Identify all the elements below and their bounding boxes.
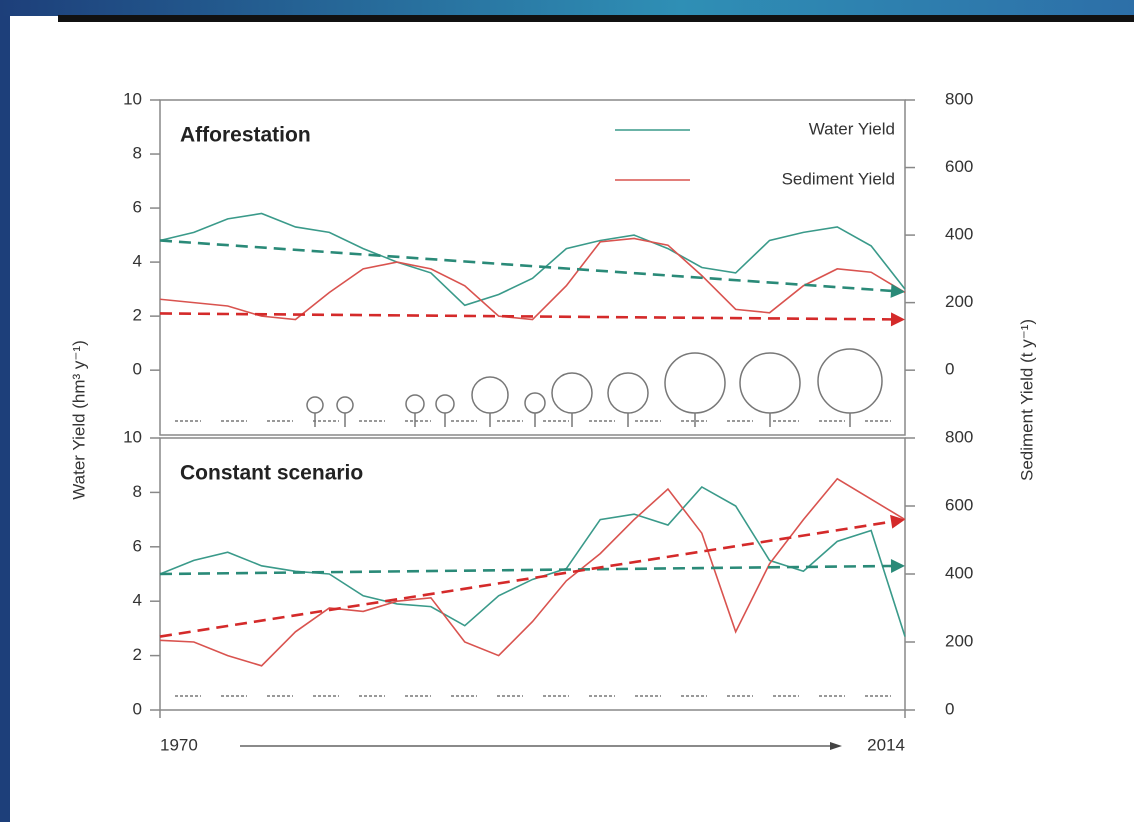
trend-arrowhead bbox=[890, 312, 905, 327]
y-tick-label: 8 bbox=[133, 482, 142, 501]
y2-tick-label: 200 bbox=[945, 631, 973, 650]
time-arrow-head bbox=[830, 742, 842, 750]
legend-label: Water Yield bbox=[809, 119, 895, 138]
trend-line bbox=[159, 564, 896, 576]
y2-tick-label: 400 bbox=[945, 563, 973, 582]
y-tick-label: 6 bbox=[133, 536, 142, 555]
trend-arrowhead bbox=[890, 283, 905, 298]
y2-tick-label: 200 bbox=[945, 292, 973, 311]
data-line bbox=[159, 477, 906, 667]
trend-arrowhead bbox=[890, 514, 905, 529]
y2-tick-label: 400 bbox=[945, 225, 973, 244]
y-tick-label: 6 bbox=[133, 198, 142, 217]
tree-decor bbox=[739, 352, 801, 414]
slide-border bbox=[0, 0, 10, 822]
y2-tick-label: 0 bbox=[945, 360, 954, 379]
y-tick-label: 2 bbox=[133, 645, 142, 664]
tree-decor bbox=[817, 348, 883, 414]
y2-tick-label: 600 bbox=[945, 157, 973, 176]
y-tick-label: 4 bbox=[133, 252, 142, 271]
data-line bbox=[159, 237, 906, 321]
tree-decor bbox=[471, 376, 509, 414]
header-rule bbox=[58, 15, 1134, 22]
tree-decor bbox=[607, 372, 649, 414]
trend-line bbox=[159, 519, 896, 638]
trend-line bbox=[159, 239, 896, 293]
plot-frame bbox=[159, 99, 906, 436]
y-tick-label: 2 bbox=[133, 306, 142, 325]
panel-annotation: Afforestation bbox=[180, 124, 311, 147]
y2-tick-label: 800 bbox=[945, 89, 973, 108]
tree-decor bbox=[524, 392, 546, 414]
legend-label: Sediment Yield bbox=[782, 169, 895, 188]
trend-line bbox=[159, 312, 896, 321]
tree-decor bbox=[551, 372, 593, 414]
tree-decor bbox=[336, 396, 354, 414]
tree-decor bbox=[405, 394, 425, 414]
y2-axis-label: Sediment Yield (t y⁻¹) bbox=[1017, 319, 1036, 481]
y2-tick-label: 800 bbox=[945, 427, 973, 446]
y-tick-label: 0 bbox=[133, 360, 142, 379]
trend-arrowhead bbox=[890, 558, 905, 573]
y2-tick-label: 0 bbox=[945, 699, 954, 718]
y2-tick-label: 600 bbox=[945, 495, 973, 514]
tree-decor bbox=[435, 394, 455, 414]
y-tick-label: 0 bbox=[133, 699, 142, 718]
data-line bbox=[159, 212, 906, 307]
x-tick-label: 2014 bbox=[867, 735, 905, 754]
tree-decor bbox=[664, 352, 726, 414]
y-tick-label: 4 bbox=[133, 591, 142, 610]
data-line bbox=[159, 485, 906, 637]
y-axis-label: Water Yield (hm³ y⁻¹) bbox=[69, 340, 88, 499]
x-tick-label: 1970 bbox=[160, 735, 198, 754]
panel-annotation: Constant scenario bbox=[180, 462, 363, 485]
tree-decor bbox=[306, 396, 324, 414]
y-tick-label: 10 bbox=[123, 427, 142, 446]
y-tick-label: 10 bbox=[123, 89, 142, 108]
slide-header-band bbox=[0, 0, 1134, 16]
y-tick-label: 8 bbox=[133, 144, 142, 163]
